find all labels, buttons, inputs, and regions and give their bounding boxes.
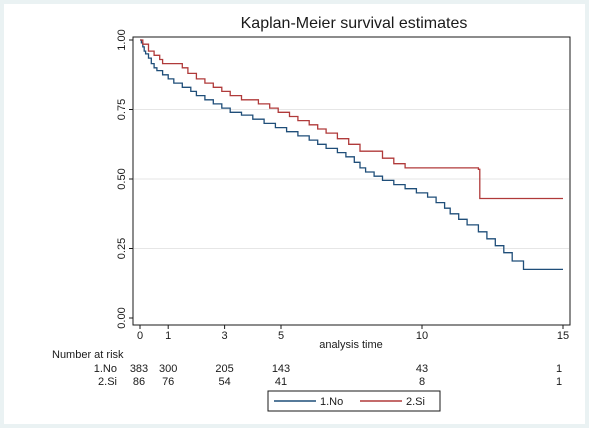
risk-count: 205 — [215, 363, 233, 375]
survival-curve-1-no — [140, 39, 563, 271]
risk-count: 300 — [159, 363, 177, 375]
risk-count: 41 — [275, 376, 287, 388]
x-axis-label: analysis time — [319, 339, 383, 351]
y-tick-label: 0.75 — [116, 99, 128, 120]
risk-count: 1 — [556, 376, 562, 388]
plot-area — [132, 36, 571, 326]
y-tick-label: 1.00 — [116, 29, 128, 50]
legend: 1.No 2.Si — [267, 390, 441, 412]
risk-count: 54 — [218, 376, 230, 388]
risk-count: 43 — [416, 363, 428, 375]
x-tick-label: 3 — [222, 330, 228, 342]
x-tick-label: 1 — [165, 330, 171, 342]
risk-row-label: 2.Si — [98, 376, 117, 388]
risk-count: 8 — [419, 376, 425, 388]
y-tick-label: 0.50 — [116, 168, 128, 189]
legend-label-si: 2.Si — [406, 396, 425, 408]
axes: 0.00 0.25 0.50 0.75 1.00 0 1 3 5 10 15 — [116, 29, 569, 342]
grid-lines — [134, 109, 569, 249]
x-tick-label: 15 — [557, 330, 569, 342]
survival-curve-2-si — [140, 39, 563, 200]
risk-count: 76 — [162, 376, 174, 388]
chart-title: Kaplan-Meier survival estimates — [241, 15, 468, 32]
x-tick-label: 0 — [137, 330, 143, 342]
risk-table-heading: Number at risk — [52, 349, 124, 361]
survival-curves — [140, 39, 563, 271]
risk-row-label: 1.No — [94, 363, 117, 375]
x-tick-label: 5 — [278, 330, 284, 342]
x-tick-label: 10 — [416, 330, 428, 342]
risk-count: 1 — [556, 363, 562, 375]
legend-label-no: 1.No — [320, 396, 343, 408]
legend-box — [267, 390, 441, 412]
risk-count: 143 — [272, 363, 290, 375]
risk-count: 86 — [133, 376, 145, 388]
risk-table: 1.No 383 300 205 143 43 1 2.Si 86 76 54 41 8 1 — [94, 363, 562, 388]
y-tick-label: 0.00 — [116, 307, 128, 328]
risk-count: 383 — [130, 363, 148, 375]
y-tick-label: 0.25 — [116, 238, 128, 259]
